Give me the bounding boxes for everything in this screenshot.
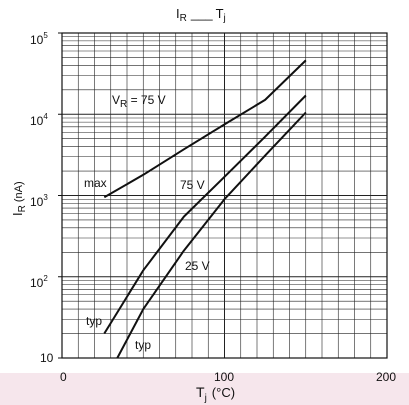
y-tick-label-100: 102	[30, 274, 48, 290]
series-label-typ-25v: typ	[135, 338, 151, 352]
x-tick-label-0: 0	[60, 370, 67, 384]
y-axis-label: IR(nA)	[10, 181, 28, 216]
series-label-75v: 75 V	[180, 178, 205, 192]
y-tick-label-10000: 104	[30, 112, 48, 128]
chart-title: IR ___ Tj	[176, 6, 226, 24]
x-axis-label: Tj (°C)	[196, 384, 235, 404]
x-tick-label-200: 200	[376, 370, 396, 384]
footer-band	[0, 373, 409, 405]
y-tick-label-10: 10	[40, 351, 54, 365]
series-label-max: max	[84, 176, 107, 190]
y-tick-label-1000: 103	[30, 193, 48, 209]
vr-annotation: VR = 75 V	[112, 93, 166, 110]
series-line-1	[103, 94, 307, 335]
plot-frame	[61, 32, 388, 359]
series-group	[103, 59, 307, 359]
series-label-25v: 25 V	[185, 259, 210, 273]
series-label-typ-75v: typ	[86, 314, 102, 328]
series-line-0	[103, 59, 307, 199]
y-tick-label-100000: 105	[30, 31, 48, 47]
x-tick-label-100: 100	[214, 370, 234, 384]
series-line-2	[116, 111, 307, 359]
grid	[58, 32, 387, 359]
